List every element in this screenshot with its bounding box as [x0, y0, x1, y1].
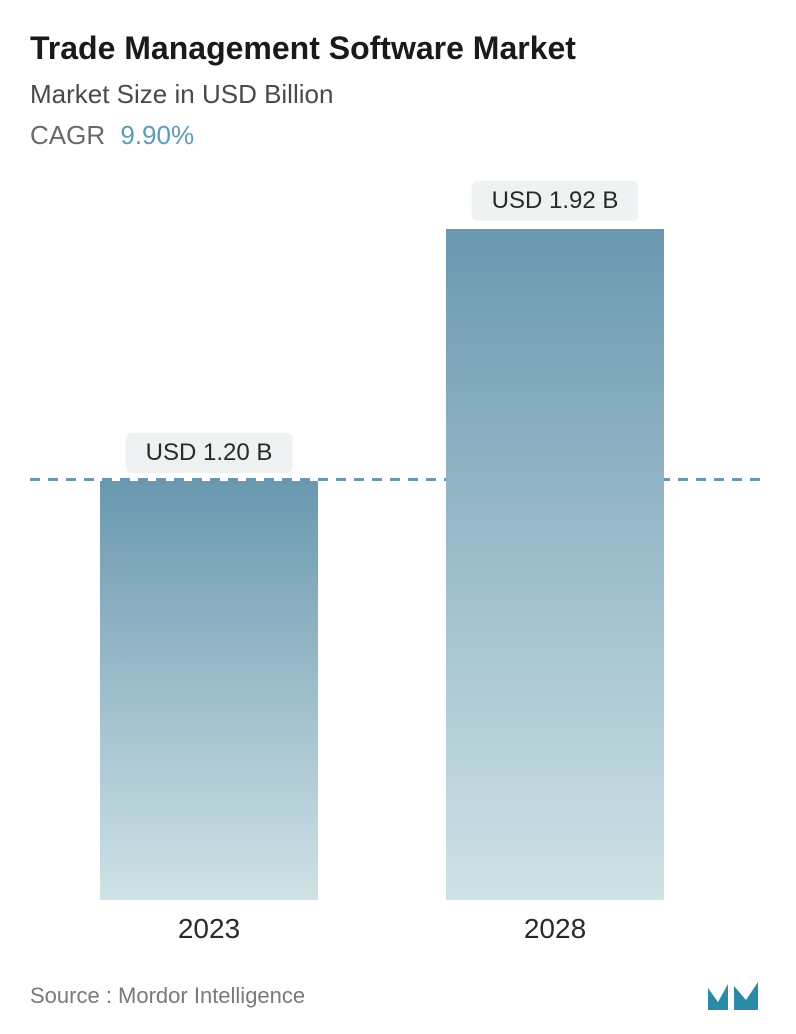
bar: USD 1.20 B2023	[100, 481, 318, 900]
bar-category-label: 2023	[178, 913, 240, 945]
source-text: Source : Mordor Intelligence	[30, 983, 305, 1009]
brand-logo	[706, 978, 766, 1014]
chart-area: USD 1.20 B2023USD 1.92 B2028	[30, 179, 766, 960]
logo-icon	[706, 978, 766, 1014]
chart-subtitle: Market Size in USD Billion	[30, 79, 766, 110]
chart-title: Trade Management Software Market	[30, 30, 766, 67]
cagr-value: 9.90%	[120, 120, 194, 150]
bar-category-label: 2028	[524, 913, 586, 945]
bar: USD 1.92 B2028	[446, 229, 664, 900]
bar-value-badge: USD 1.92 B	[472, 181, 639, 221]
bar-fill	[100, 481, 318, 900]
bar-fill	[446, 229, 664, 900]
chart-card: Trade Management Software Market Market …	[0, 0, 796, 1034]
cagr-label: CAGR	[30, 120, 105, 150]
cagr-row: CAGR 9.90%	[30, 120, 766, 151]
chart-footer: Source : Mordor Intelligence	[30, 960, 766, 1014]
bar-value-badge: USD 1.20 B	[126, 433, 293, 473]
